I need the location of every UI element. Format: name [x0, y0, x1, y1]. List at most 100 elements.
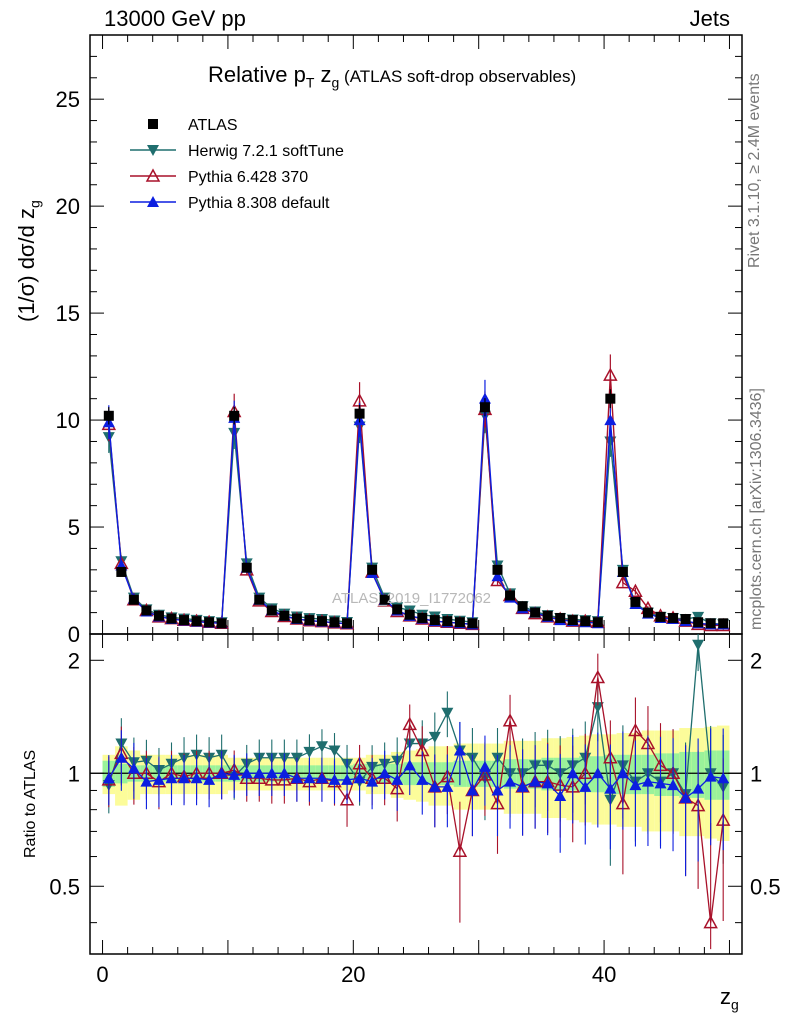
legend-marker [148, 119, 158, 129]
data-point [191, 616, 202, 627]
data-point [655, 611, 666, 622]
data-point [329, 617, 340, 628]
ratio-point [303, 746, 316, 758]
ratio-point [378, 767, 391, 779]
data-point [291, 613, 302, 624]
ratio-series-pythia-8-308-default [102, 721, 730, 877]
data-point [392, 604, 403, 615]
data-point [491, 570, 504, 582]
ratio-point [704, 770, 717, 782]
legend-marker [145, 168, 161, 182]
ratio-point [703, 915, 718, 929]
data-point [229, 410, 240, 421]
legend: ATLAS Herwig 7.2.1 softTune Pythia 6.428 3… [130, 117, 344, 212]
y-tick-label: 20 [56, 194, 80, 219]
data-point [605, 393, 616, 404]
observable-label: Jets [689, 6, 730, 31]
ratio-point [341, 773, 354, 785]
data-point [454, 617, 465, 628]
data-point [128, 594, 139, 605]
series-atlas [103, 389, 729, 629]
data-point [603, 367, 618, 381]
ratio-point [441, 707, 454, 719]
ratio-point [290, 772, 303, 784]
data-point [630, 596, 641, 607]
data-point [266, 605, 277, 616]
ratio-point [391, 773, 404, 785]
ratio-point [529, 775, 542, 787]
data-point [555, 612, 566, 623]
x-tick-label: 40 [592, 962, 616, 987]
ratio-point [667, 779, 680, 791]
data-point [680, 614, 691, 625]
data-point [316, 616, 327, 627]
ratio-point [403, 759, 416, 771]
data-point [530, 607, 541, 618]
ratio-point [303, 772, 316, 784]
ratio-point [102, 772, 115, 784]
data-point [617, 566, 628, 577]
data-point [204, 617, 215, 628]
ratio-point [679, 791, 692, 803]
data-point [718, 618, 729, 629]
data-point [693, 617, 704, 628]
ratio-point [315, 772, 328, 784]
ratio-point [366, 775, 379, 787]
legend-entry: Pythia 6.428 370 [130, 168, 308, 186]
ratio-point [441, 780, 454, 792]
y-tick-label: 0 [68, 622, 80, 647]
ratio-point [165, 772, 178, 784]
ratio-tick-label: 2 [68, 648, 80, 673]
ratio-point [402, 716, 417, 731]
x-axis-label-main: z [720, 984, 731, 1009]
title-sub2: g [331, 74, 340, 91]
ratio-tick-label-right: 1 [750, 761, 762, 786]
ratio-point [616, 767, 629, 779]
title-tail: (ATLAS soft-drop observables) [339, 67, 577, 86]
data-point [705, 618, 716, 629]
legend-label: Herwig 7.2.1 softTune [188, 143, 344, 160]
legend-entry: Pythia 8.308 default [130, 195, 330, 212]
legend-label: Pythia 8.308 default [188, 195, 330, 212]
x-tick-label: 20 [341, 962, 365, 987]
ratio-point [240, 767, 253, 779]
data-point [354, 408, 365, 419]
ratio-point [604, 782, 617, 794]
y-tick-label: 15 [56, 301, 80, 326]
data-point [141, 605, 152, 616]
data-point [216, 618, 227, 629]
data-point [417, 612, 428, 623]
ratio-point [228, 768, 241, 780]
ratio-point [478, 760, 491, 772]
title-sub: T [305, 74, 315, 91]
process-label: 13000 GeV pp [104, 6, 246, 31]
ratio-point [654, 777, 667, 789]
legend-marker [147, 196, 159, 207]
ratio-point [115, 751, 128, 763]
mcplots-label: mcplots.cern.ch [arXiv:1306.3436] [748, 388, 765, 630]
ratio-point [127, 762, 140, 774]
data-point [304, 615, 315, 626]
ratio-point [452, 843, 468, 857]
ratio-point [328, 773, 341, 785]
data-point [479, 402, 490, 413]
ratio-line [108, 677, 724, 923]
ratio-tick-label: 0.5 [49, 874, 80, 899]
ratio-frame-border [89, 633, 743, 955]
ratio-point [453, 744, 466, 756]
data-point [254, 594, 265, 605]
data-point [241, 562, 252, 573]
ratio-point [315, 741, 328, 753]
data-point [542, 610, 553, 621]
y-tick-label: 5 [68, 515, 80, 540]
y-tick-label: 10 [56, 408, 80, 433]
x-axis-label: zg [720, 984, 739, 1012]
data-point [604, 414, 617, 426]
ratio-point [278, 767, 291, 779]
tick-labels: 0 20 40 0 5 10 15 20 25 0.5 0.5 1 1 2 2 [49, 87, 780, 987]
ratio-point [591, 767, 604, 779]
data-point [279, 610, 290, 621]
analysis-watermark: ATLAS_2019_I1772062 [332, 590, 492, 607]
ratio-point [428, 780, 441, 792]
